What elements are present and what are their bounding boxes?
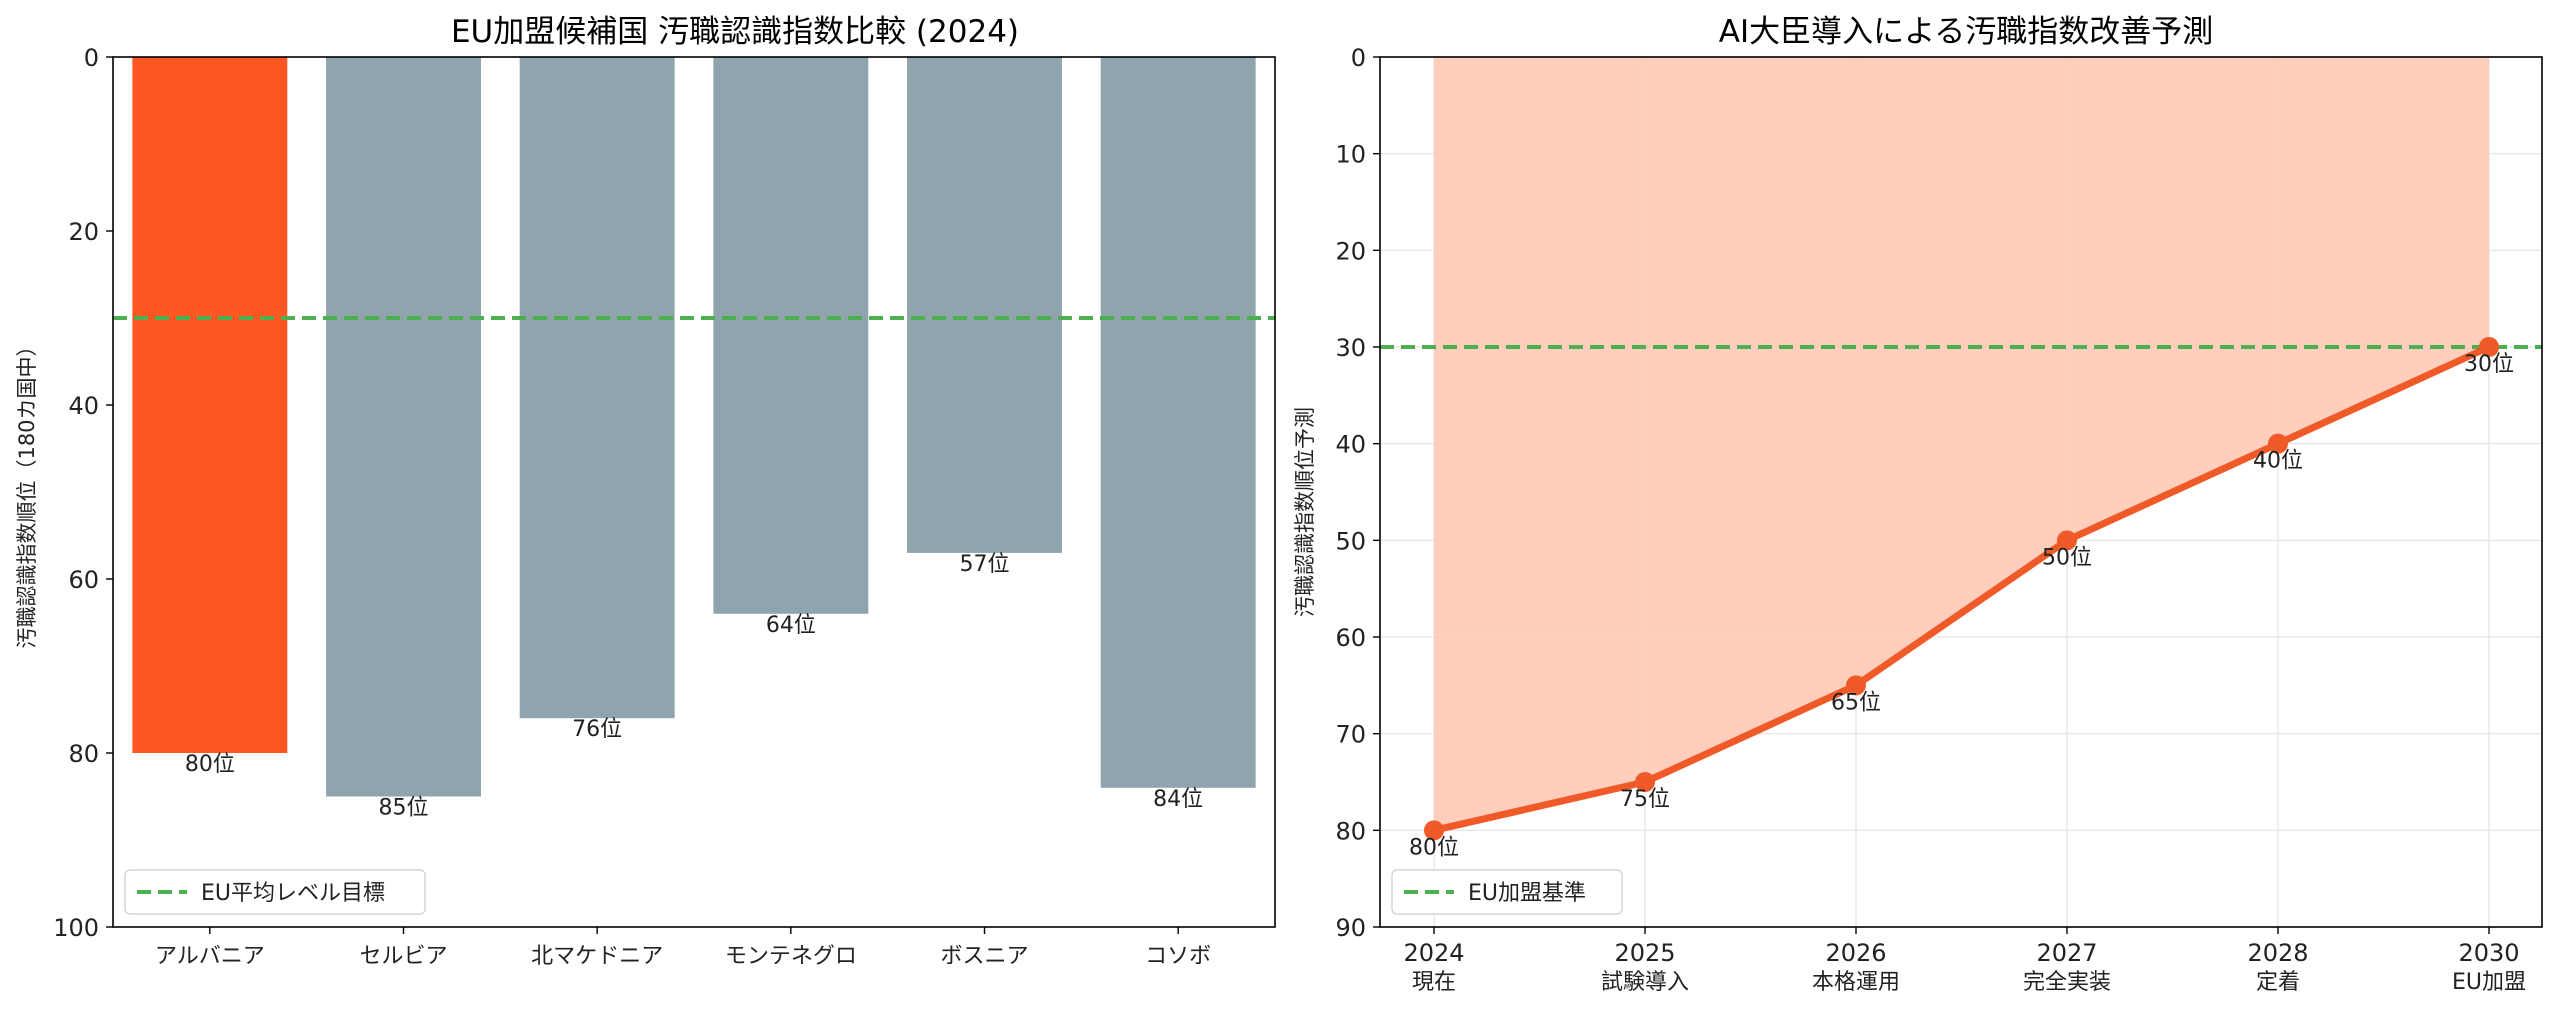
y-tick-label: 100 — [53, 914, 99, 942]
line-chart-frame — [1379, 56, 2543, 928]
x-tick-year: 2027 — [2036, 939, 2097, 967]
y-tick-label: 40 — [1335, 431, 1366, 459]
y-tick-label: 40 — [68, 392, 99, 420]
bar-3 — [519, 57, 675, 719]
data-point — [1846, 675, 1866, 696]
y-tick-label: 50 — [1335, 527, 1366, 555]
x-tick-label: セルビア — [359, 944, 447, 969]
y-tick-label: 20 — [68, 218, 99, 246]
legend-box — [124, 869, 426, 915]
y-tick-label: 20 — [1335, 237, 1366, 265]
data-point — [2479, 337, 2499, 357]
data-point — [2268, 433, 2288, 454]
y-tick-label: 0 — [1351, 44, 1366, 72]
y-tick-label: 60 — [1335, 624, 1366, 652]
y-tick-label: 60 — [68, 566, 99, 594]
x-tick-year: 2028 — [2247, 939, 2308, 967]
x-tick-year: 2026 — [1825, 939, 1886, 967]
legend-box — [1391, 869, 1623, 915]
y-tick-label: 70 — [1335, 721, 1366, 749]
x-tick-phase: 完全実装 — [2023, 970, 2111, 995]
x-tick-phase: 現在 — [1412, 970, 1456, 995]
data-point — [2057, 530, 2077, 551]
bar-value-label: 80位 — [185, 752, 235, 777]
bar-chart-y-axis-label: 汚職認識指数順位（180カ国中） — [15, 335, 39, 648]
bar-value-label: 84位 — [1153, 787, 1203, 812]
x-tick-label: コソボ — [1145, 944, 1211, 969]
x-tick-year: 2024 — [1403, 939, 1464, 967]
x-tick-year: 2025 — [1614, 939, 1675, 967]
y-tick-label: 90 — [1335, 914, 1366, 942]
x-tick-label: アルバニア — [155, 944, 265, 969]
bar-1 — [132, 57, 288, 753]
bar-value-label: 76位 — [572, 717, 622, 742]
line-chart: AI大臣導入による汚職指数改善予測 80位 75位 65位 50位 40位 30位 0 10… — [1293, 14, 2543, 995]
point-value-label: 40位 — [2253, 449, 2303, 474]
x-tick-phase: 本格運用 — [1812, 970, 1900, 995]
point-value-label: 30位 — [2464, 352, 2514, 377]
x-tick-phase: 試験導入 — [1601, 970, 1689, 995]
bar-chart-title: EU加盟候補国 汚職認識指数比較 (2024) — [451, 14, 1019, 50]
y-tick-label: 30 — [1335, 334, 1366, 362]
bar-chart-frame — [112, 56, 1276, 928]
line-chart-y-axis-label: 汚職認識指数順位予測 — [1293, 407, 1317, 617]
x-tick-phase: EU加盟 — [2452, 970, 2526, 995]
bar-value-label: 57位 — [960, 552, 1010, 577]
bar-5 — [907, 57, 1062, 553]
y-tick-label: 10 — [1335, 141, 1366, 169]
point-value-label: 75位 — [1620, 787, 1670, 812]
y-tick-label: 80 — [68, 740, 99, 768]
bar-4 — [713, 57, 869, 614]
bar-6 — [1100, 57, 1256, 788]
y-tick-label: 0 — [84, 44, 99, 72]
line-chart-title: AI大臣導入による汚職指数改善予測 — [1719, 14, 2213, 50]
forecast-line — [1433, 343, 2491, 834]
bar-chart-legend: EU平均レベル目標 — [124, 869, 426, 915]
y-tick-label: 80 — [1335, 817, 1366, 845]
legend-label: EU平均レベル目標 — [201, 881, 385, 906]
line-chart-legend: EU加盟基準 — [1391, 869, 1623, 915]
x-tick-label: モンテネグロ — [725, 944, 857, 969]
x-tick-phase: 定着 — [2256, 970, 2300, 995]
bar-2 — [326, 57, 481, 797]
point-value-label: 80位 — [1409, 835, 1459, 860]
point-value-label: 65位 — [1831, 690, 1881, 715]
bar-value-label: 85位 — [379, 796, 429, 821]
data-point — [1424, 820, 1444, 841]
x-tick-label: 北マケドニア — [531, 944, 663, 969]
bar-chart: EU加盟候補国 汚職認識指数比較 (2024) 80位 85位 76位 64位 57位 8… — [15, 14, 1276, 969]
bar-value-label: 64位 — [766, 613, 816, 638]
data-point — [1635, 772, 1655, 792]
x-tick-year: 2030 — [2458, 939, 2519, 967]
point-value-label: 50位 — [2042, 545, 2092, 570]
legend-label: EU加盟基準 — [1468, 881, 1586, 906]
x-tick-label: ボスニア — [940, 944, 1028, 969]
improvement-area — [1434, 57, 2489, 831]
